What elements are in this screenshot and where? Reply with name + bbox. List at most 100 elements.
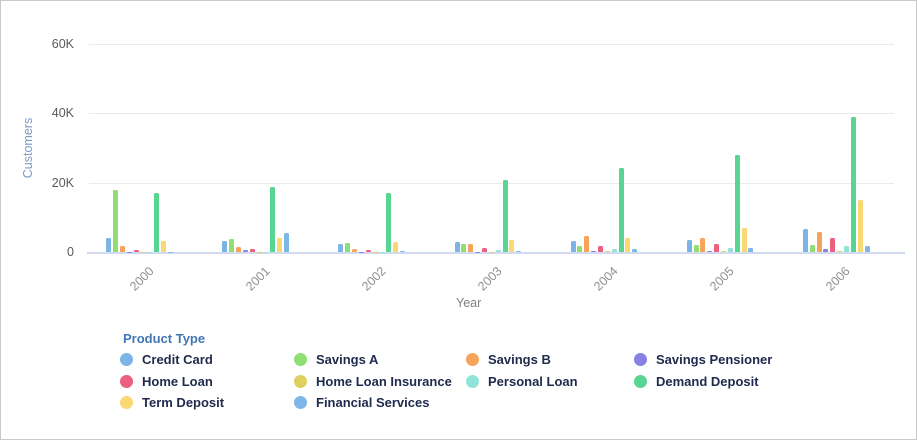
bar-savings-b-2003[interactable] [468,244,474,252]
bar-credit-card-2003[interactable] [454,241,460,252]
legend-item-home-loan[interactable]: Home Loan [120,374,294,389]
bar-savings-a-2002[interactable] [345,242,351,252]
bar-savings-pensioner-2002[interactable] [358,251,364,252]
bar-savings-a-2000[interactable] [113,189,119,252]
legend-item-demand-deposit[interactable]: Demand Deposit [634,374,854,389]
legend-item-financial-services[interactable]: Financial Services [294,395,466,410]
bar-personal-loan-2003[interactable] [495,250,501,252]
bar-savings-pensioner-2000[interactable] [126,251,132,252]
bar-demand-deposit-2004[interactable] [618,168,624,252]
bar-savings-a-2001[interactable] [229,239,235,252]
bar-demand-deposit-2005[interactable] [734,154,740,252]
bar-demand-deposit-2003[interactable] [502,180,508,252]
bar-term-deposit-2003[interactable] [509,239,515,252]
legend-item-label: Savings A [316,352,379,367]
legend-title: Product Type [123,331,206,346]
bar-personal-loan-2004[interactable] [611,248,617,252]
bar-home-loan-2003[interactable] [481,248,487,252]
bar-personal-loan-2002[interactable] [379,251,385,252]
bar-home-loan-insurance-2006[interactable] [837,251,843,252]
legend: Credit Card Savings A Savings B Savings Pen… [120,352,854,410]
x-axis-line [87,252,905,254]
bar-term-deposit-2004[interactable] [625,238,631,252]
legend-item-label: Demand Deposit [656,373,759,389]
bar-savings-a-2004[interactable] [577,246,583,252]
legend-color-dot [466,374,479,388]
bar-savings-b-2005[interactable] [700,237,706,252]
bar-personal-loan-2005[interactable] [727,247,733,252]
bar-demand-deposit-2001[interactable] [270,186,276,252]
bar-term-deposit-2001[interactable] [277,238,283,252]
bar-financial-services-2003[interactable] [516,250,522,252]
legend-item-savings-a[interactable]: Savings A [294,352,466,367]
bar-credit-card-2001[interactable] [222,240,228,252]
bar-home-loan-insurance-2005[interactable] [721,251,726,252]
bar-home-loan-insurance-2004[interactable] [604,250,610,252]
bar-credit-card-2004[interactable] [570,241,576,252]
bar-savings-pensioner-2001[interactable] [242,249,248,252]
bar-financial-services-2000[interactable] [167,251,173,252]
bar-personal-loan-2001[interactable] [263,251,269,252]
x-tick-label-2002: 2002 [359,264,389,294]
bar-savings-pensioner-2005[interactable] [707,250,713,252]
bar-home-loan-2000[interactable] [133,250,139,252]
bar-term-deposit-2005[interactable] [741,228,747,252]
bar-savings-b-2000[interactable] [119,246,125,252]
bar-financial-services-2006[interactable] [864,245,870,252]
bar-credit-card-2005[interactable] [686,239,692,252]
bar-financial-services-2005[interactable] [748,248,754,252]
bar-personal-loan-2000[interactable] [147,251,153,252]
bar-financial-services-2001[interactable] [284,232,290,252]
bar-home-loan-2004[interactable] [598,245,604,252]
y-tick-label: 0 [67,245,74,259]
legend-item-label: Home Loan [142,373,213,389]
bar-savings-a-2006[interactable] [809,244,815,252]
bar-home-loan-insurance-2001[interactable] [256,251,262,252]
legend-item-label: Term Deposit [142,395,225,410]
bar-home-loan-insurance-2002[interactable] [372,251,378,252]
gridline-40K [89,113,894,115]
bar-financial-services-2004[interactable] [632,248,638,252]
bar-savings-pensioner-2006[interactable] [823,248,829,252]
bar-home-loan-insurance-2000[interactable] [140,251,146,252]
bar-home-loan-2001[interactable] [249,248,255,252]
legend-item-credit-card[interactable]: Credit Card [120,352,294,367]
bar-home-loan-insurance-2003[interactable] [488,251,494,252]
bar-personal-loan-2006[interactable] [843,246,849,252]
bar-savings-b-2006[interactable] [816,232,822,252]
legend-item-savings-b[interactable]: Savings B [466,352,634,367]
gridline-20K [89,182,894,184]
bar-financial-services-2002[interactable] [400,250,406,252]
bar-savings-b-2001[interactable] [236,247,242,252]
legend-item-savings-pensioner[interactable]: Savings Pensioner [634,352,854,367]
bar-term-deposit-2006[interactable] [857,200,863,252]
legend-item-label: Savings B [488,352,551,367]
bar-savings-pensioner-2004[interactable] [591,251,597,252]
bar-term-deposit-2000[interactable] [161,240,167,252]
bar-term-deposit-2002[interactable] [393,241,399,252]
bar-savings-a-2003[interactable] [461,244,467,252]
bar-savings-a-2005[interactable] [693,245,699,252]
legend-item-home-loan-insurance[interactable]: Home Loan Insurance [294,374,466,389]
bar-savings-pensioner-2003[interactable] [475,251,481,252]
legend-item-label: Personal Loan [488,373,578,389]
bar-savings-b-2002[interactable] [352,248,358,252]
x-tick-label-2004: 2004 [591,264,621,294]
bar-demand-deposit-2000[interactable] [154,193,160,252]
legend-item-label: Home Loan Insurance [316,373,452,389]
legend-item-term-deposit[interactable]: Term Deposit [120,395,294,410]
legend-item-personal-loan[interactable]: Personal Loan [466,374,634,389]
bar-home-loan-2002[interactable] [365,250,371,252]
bar-credit-card-2000[interactable] [106,237,112,252]
legend-item-label: Financial Services [316,395,430,410]
bar-demand-deposit-2006[interactable] [850,117,856,252]
bar-home-loan-2006[interactable] [830,238,836,252]
legend-item-label: Credit Card [142,352,213,367]
bar-demand-deposit-2002[interactable] [386,193,392,252]
bar-credit-card-2002[interactable] [338,244,344,252]
bar-home-loan-2005[interactable] [714,244,720,252]
bar-savings-b-2004[interactable] [584,236,590,252]
bar-credit-card-2006[interactable] [802,229,808,252]
legend-color-dot [294,353,307,366]
